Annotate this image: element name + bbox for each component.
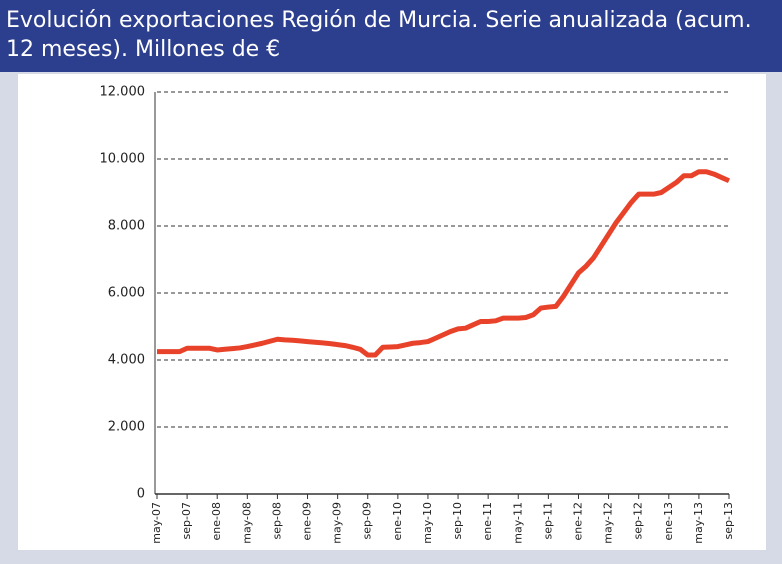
y-tick-label: 4.000	[108, 353, 145, 368]
x-tick-label: sep-07	[180, 502, 193, 539]
y-tick-label: 0	[137, 487, 145, 502]
x-tick-label: sep-10	[451, 502, 464, 539]
x-tick-label: ene-08	[210, 502, 223, 540]
x-tick-label: sep-09	[361, 502, 374, 539]
plot-background	[18, 74, 766, 550]
x-tick-label: may-10	[421, 502, 434, 544]
title-bar: Evolución exportaciones Región de Murcia…	[0, 0, 782, 72]
y-tick-label: 8.000	[108, 219, 145, 234]
x-tick-label: ene-10	[391, 502, 404, 540]
x-tick-label: may-07	[150, 502, 163, 544]
x-tick-label: may-11	[511, 502, 524, 544]
x-tick-label: ene-13	[662, 502, 675, 540]
x-tick-label: may-09	[331, 502, 344, 544]
x-tick-label: ene-09	[301, 502, 314, 540]
x-tick-label: may-12	[602, 502, 615, 544]
x-tick-label: sep-08	[270, 502, 283, 539]
x-tick-label: may-13	[692, 502, 705, 544]
x-tick-label: sep-11	[541, 502, 554, 539]
x-tick-label: may-08	[240, 502, 253, 544]
y-tick-label: 2.000	[108, 420, 145, 435]
x-tick-label: ene-12	[571, 502, 584, 540]
data-line	[157, 169, 731, 358]
x-tick-label: sep-12	[632, 502, 645, 539]
chart-title: Evolución exportaciones Región de Murcia…	[6, 8, 752, 62]
x-tick-label: ene-11	[481, 502, 494, 540]
x-tick-label: sep-13	[722, 502, 735, 539]
y-tick-label: 10.000	[100, 152, 146, 167]
y-tick-label: 6.000	[108, 286, 145, 301]
y-tick-label: 12.000	[100, 85, 146, 100]
